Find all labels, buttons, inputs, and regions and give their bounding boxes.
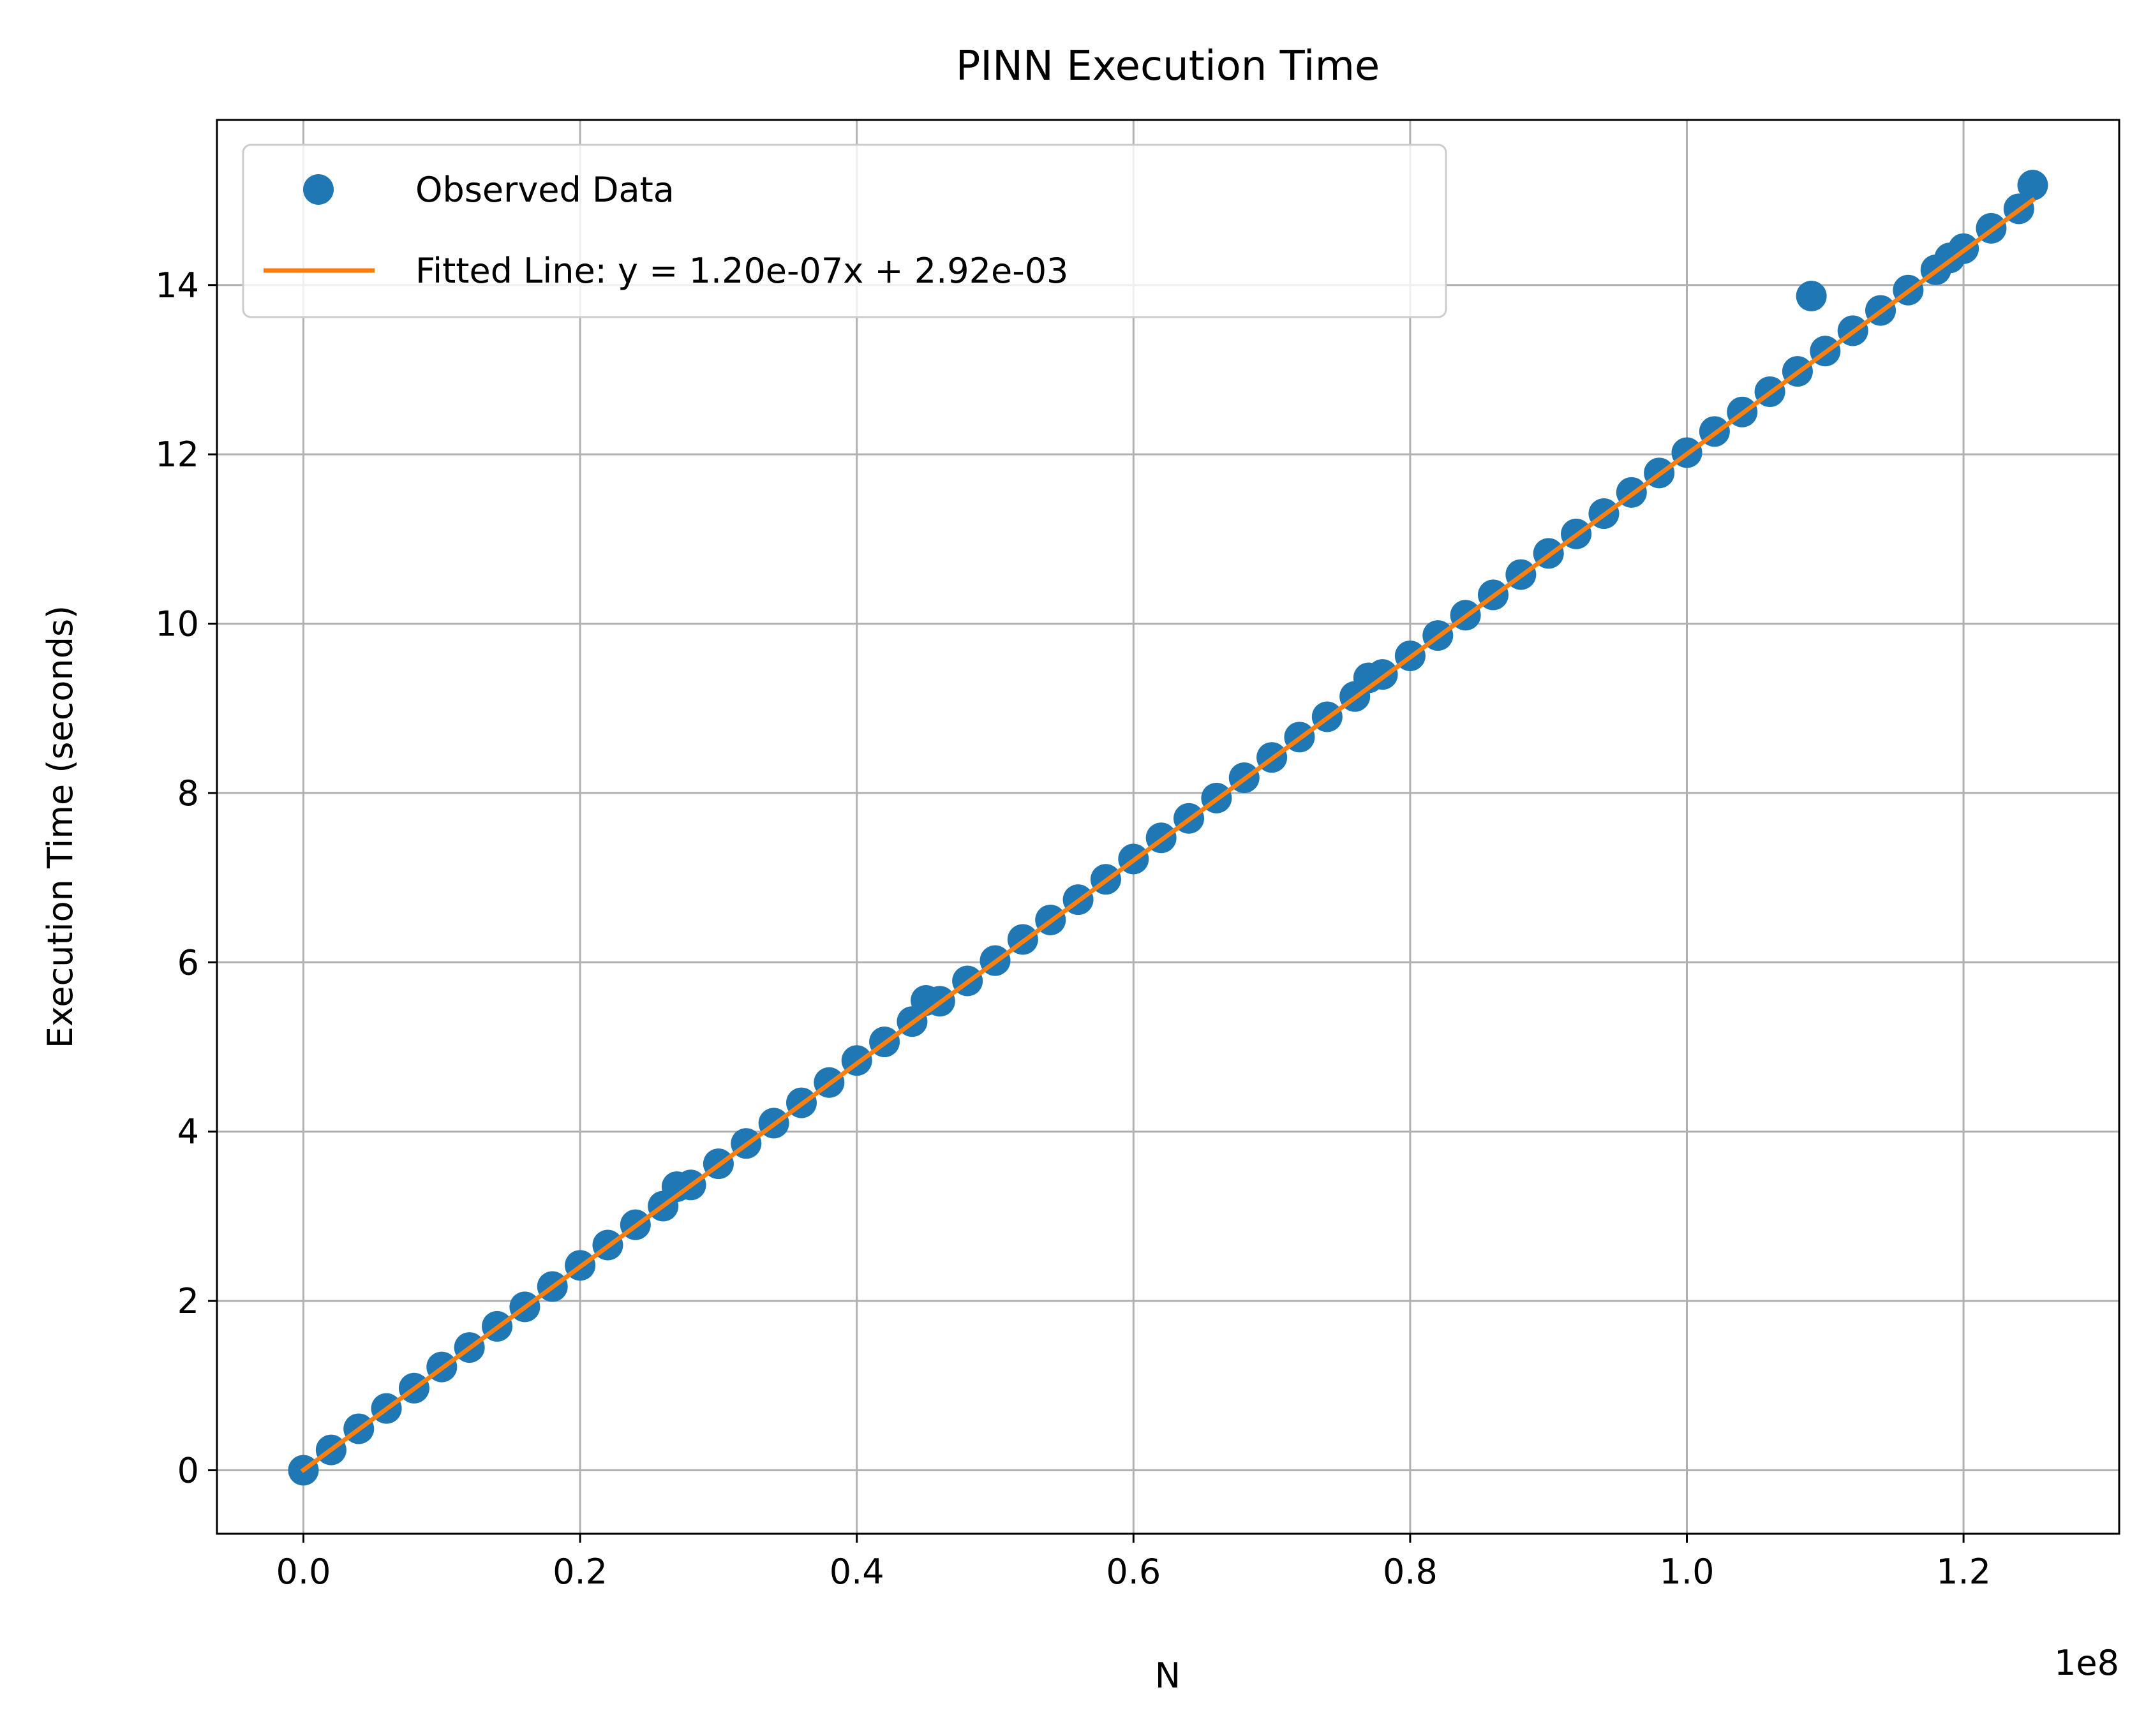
legend: Observed Data Fitted Line: y = 1.20e-07x… <box>242 144 1447 318</box>
axis-ticks: 0.0 0.2 0.4 0.6 0.8 1.0 1.2 0 2 4 6 8 10 12 14 <box>155 265 1991 1592</box>
x-tick-label: 0.4 <box>830 1552 884 1592</box>
x-axis-offset-label: 1e8 <box>2054 1643 2119 1683</box>
x-tick-label: 1.2 <box>1936 1552 1991 1592</box>
y-tick-label: 6 <box>177 942 199 983</box>
observed-data-point <box>1796 281 1827 312</box>
observed-data-point <box>2017 170 2048 201</box>
x-tick-label: 1.0 <box>1660 1552 1715 1592</box>
y-axis-label: Execution Time (seconds) <box>40 605 80 1048</box>
y-tick-label: 4 <box>177 1112 199 1152</box>
legend-fitted-label: Fitted Line: y = 1.20e-07x + 2.92e-03 <box>415 251 1068 291</box>
y-tick-label: 12 <box>155 434 199 475</box>
x-tick-label: 0.0 <box>276 1552 331 1592</box>
legend-box <box>242 144 1447 318</box>
x-axis-label: N <box>1155 1656 1181 1696</box>
plot-frame <box>216 119 2120 1535</box>
legend-observed-marker <box>303 174 334 205</box>
y-tick-label: 2 <box>177 1281 199 1321</box>
plot-data <box>288 170 2048 1486</box>
y-tick-label: 10 <box>155 604 199 644</box>
y-tick-label: 0 <box>177 1450 199 1490</box>
legend-observed-label: Observed Data <box>415 170 674 210</box>
x-tick-label: 0.2 <box>553 1552 607 1592</box>
chart-title: PINN Execution Time <box>956 43 1380 90</box>
y-tick-label: 8 <box>177 773 199 813</box>
fitted-line <box>300 197 2036 1473</box>
x-tick-label: 0.8 <box>1383 1552 1438 1592</box>
y-tick-label: 14 <box>155 265 199 306</box>
x-tick-label: 0.6 <box>1106 1552 1161 1592</box>
